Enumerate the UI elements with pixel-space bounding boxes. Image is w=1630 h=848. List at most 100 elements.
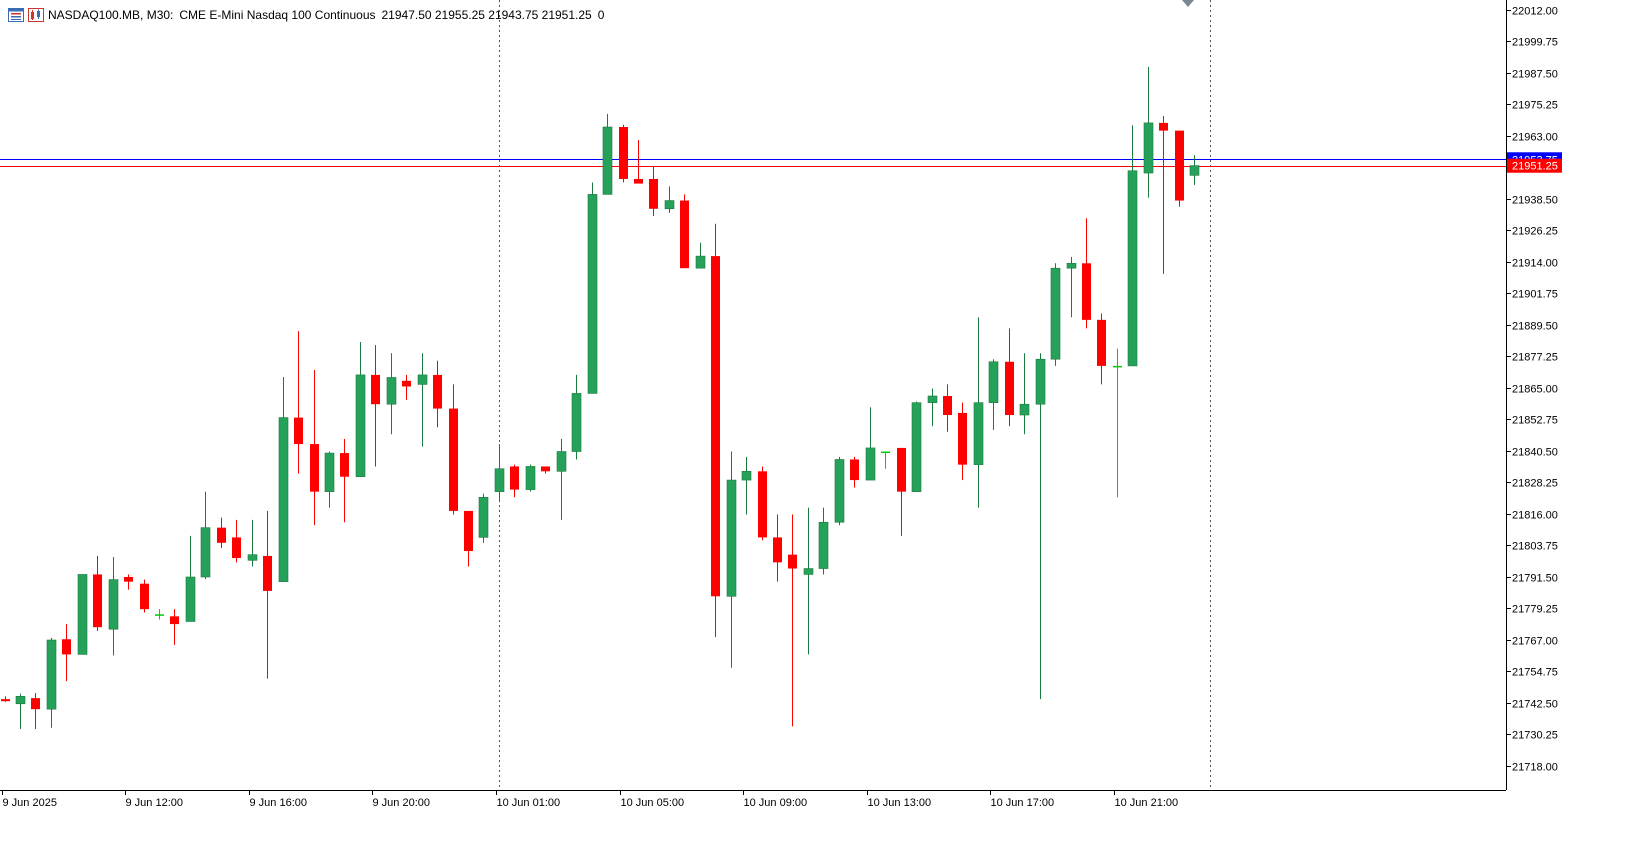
candle-body (556, 451, 567, 472)
candle (695, 242, 706, 269)
candle-body (217, 527, 226, 543)
candle (278, 376, 289, 582)
candle (726, 451, 737, 668)
volume-value: 0 (597, 8, 605, 22)
candle-body (15, 696, 26, 705)
candle-body (185, 576, 196, 622)
candle (140, 579, 149, 613)
candle (310, 370, 319, 526)
symbol-description: CME E-Mini Nasdaq 100 Continuous (179, 8, 376, 22)
candle-body (818, 521, 829, 569)
candle (1082, 218, 1091, 329)
candle-body (31, 698, 40, 710)
candle-body (278, 417, 289, 582)
candle (1066, 256, 1077, 318)
price-tick-label: 21901.75 (1512, 289, 1558, 301)
candle (1097, 313, 1106, 385)
price-tick-label: 21987.50 (1512, 69, 1558, 81)
candle (818, 507, 829, 575)
candle (1019, 353, 1030, 435)
candle-body (1082, 263, 1091, 320)
price-tick-label: 21877.25 (1512, 352, 1558, 364)
candle-body (1, 699, 10, 702)
candle (464, 510, 473, 567)
candle (834, 456, 845, 526)
time-tick-label: 10 Jun 09:00 (744, 797, 808, 809)
candle-body (155, 614, 164, 616)
candle-body (1097, 319, 1106, 366)
candle (185, 535, 196, 622)
candle (510, 464, 519, 498)
candle-body (634, 178, 643, 184)
candle-body (1066, 262, 1077, 269)
candle (881, 451, 890, 469)
candle-body (773, 537, 782, 563)
candle-body (433, 374, 442, 409)
candle (619, 124, 628, 183)
candle-body (1189, 165, 1200, 176)
time-tick-label: 9 Jun 12:00 (126, 797, 184, 809)
price-tick-label: 21865.00 (1512, 384, 1558, 396)
price-tick-label: 21816.00 (1512, 510, 1558, 522)
candle (77, 574, 88, 655)
price-tick-label: 21999.75 (1512, 37, 1558, 49)
candle-body (170, 616, 179, 625)
candle-body (371, 374, 380, 405)
price-tick-label: 21742.50 (1512, 699, 1558, 711)
candle-body (108, 579, 119, 630)
candle (680, 194, 689, 269)
candle-body (478, 496, 489, 538)
candle (232, 519, 241, 563)
candle-body (1175, 130, 1184, 201)
price-tick-label: 21975.25 (1512, 100, 1558, 112)
candle-body (680, 200, 689, 269)
candle (247, 519, 258, 567)
price-tick-label: 21938.50 (1512, 195, 1558, 207)
candle-body (1113, 365, 1122, 368)
candle-body (449, 408, 458, 511)
candle-body (232, 537, 241, 558)
candle-body (726, 479, 737, 597)
price-tick-label: 21767.00 (1512, 636, 1558, 648)
last-price-label-bg (1507, 158, 1562, 173)
candle (494, 444, 505, 503)
candle (741, 456, 752, 515)
candle (943, 384, 952, 432)
candle (1159, 115, 1168, 274)
candle-body (881, 451, 890, 454)
candle (1, 696, 10, 702)
candle (988, 359, 999, 430)
candle-body (340, 453, 349, 477)
candle-body (324, 452, 335, 492)
candle (93, 555, 102, 632)
candle (449, 384, 458, 515)
candle-body (788, 554, 797, 569)
shift-marker-icon[interactable] (1182, 0, 1194, 7)
last-price-label: 21951.25 (1512, 161, 1558, 173)
candle-body (649, 178, 658, 209)
candle (973, 317, 984, 508)
candle (664, 186, 675, 213)
price-tick-label: 21889.50 (1512, 321, 1558, 333)
list-icon[interactable] (8, 8, 24, 22)
candle-body (294, 417, 303, 445)
candle-body (1050, 267, 1061, 360)
time-tick-label: 9 Jun 20:00 (373, 797, 431, 809)
price-tick-label: 21779.25 (1512, 604, 1558, 616)
candle-body (664, 200, 675, 210)
price-tick-label: 21914.00 (1512, 258, 1558, 270)
candle-body (525, 466, 536, 490)
candle-body (310, 444, 319, 492)
candle (31, 692, 40, 729)
candle (587, 182, 598, 394)
candle (649, 166, 658, 216)
chart-window-icon[interactable] (28, 8, 44, 22)
candle-body (865, 447, 876, 481)
candle (355, 341, 366, 478)
candle-body (402, 380, 411, 387)
candle (263, 510, 272, 679)
candle (1127, 125, 1138, 367)
candle-body (93, 574, 102, 628)
